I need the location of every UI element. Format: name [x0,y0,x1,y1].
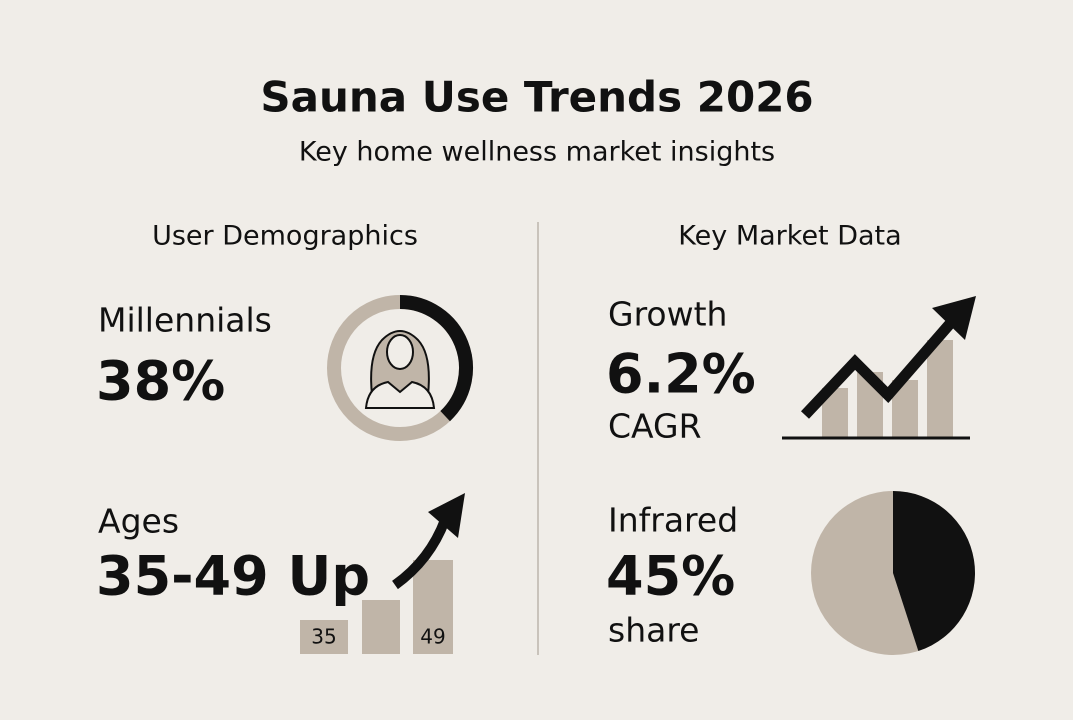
stat-value: 6.2% [606,343,756,406]
section-heading: User Demographics [152,221,418,252]
stat-unit: CAGR [608,407,702,446]
age-bars [300,560,453,654]
stat-unit: share [608,611,699,650]
arrow-head [428,493,465,538]
stat-label: Infrared [608,501,738,540]
bar-label: 35 [311,625,336,649]
section-heading: Key Market Data [678,221,901,252]
trend-arrow [392,518,450,590]
growth-bars [822,340,953,438]
stat-label: Growth [608,295,727,334]
stat-label: Ages [98,502,179,541]
person-icon [364,330,436,409]
pie-slice [893,491,975,651]
stat-label: Millennials [98,301,272,340]
trend-line [800,314,960,419]
donut-arc [399,295,473,422]
subtitle: Key home wellness market insights [299,137,775,168]
stat-value: 45% [606,545,735,608]
stat-value: 38% [96,350,225,413]
bar-label: 49 [420,625,445,649]
arrow-head [932,296,976,340]
title: Sauna Use Trends 2026 [260,73,813,122]
stat-value: 35-49 Up [96,545,370,608]
